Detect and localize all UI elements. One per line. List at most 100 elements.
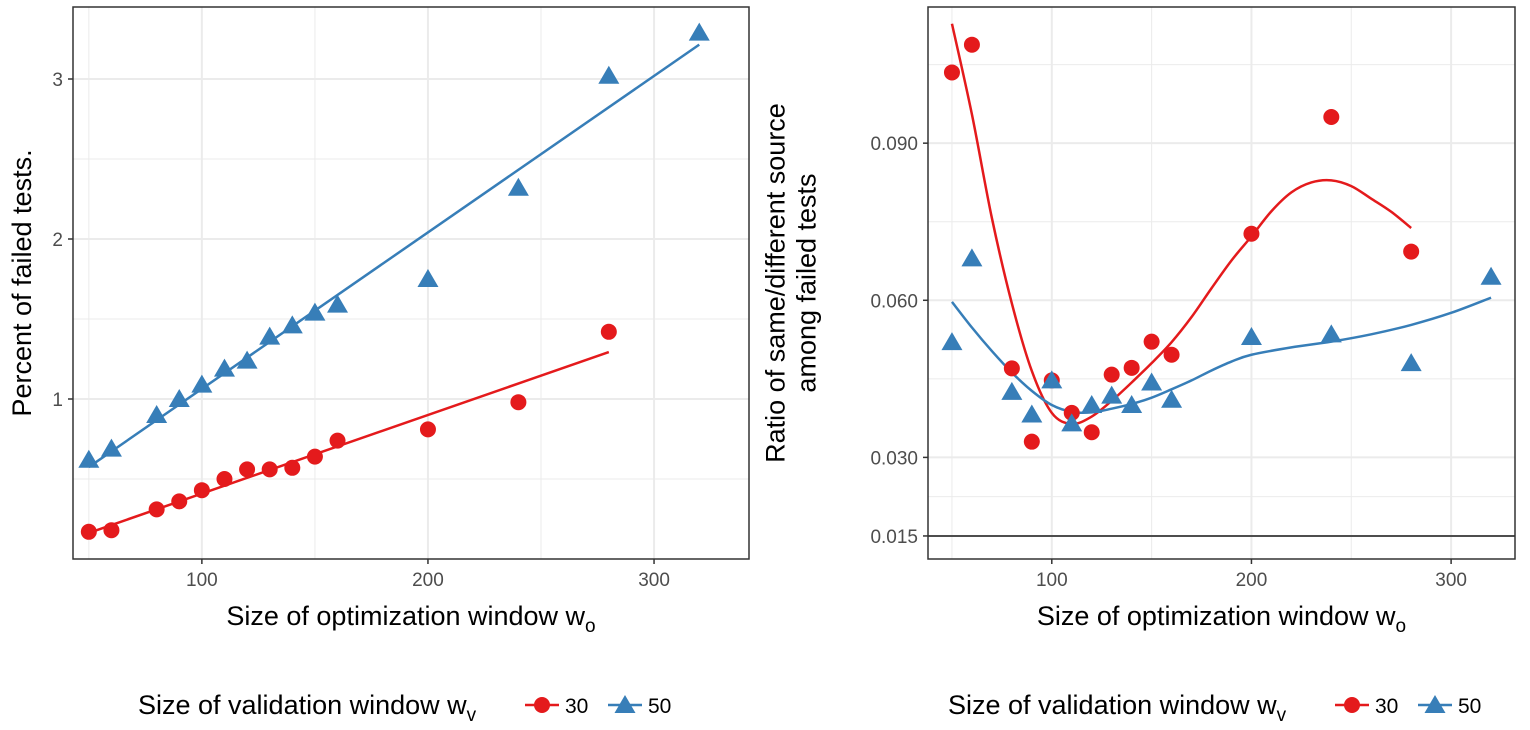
x-tick-label: 200 xyxy=(412,570,444,591)
data-point-series-30 xyxy=(510,394,527,411)
data-point-series-50 xyxy=(507,177,529,196)
y-tick-label: 0.030 xyxy=(870,448,918,469)
legend: Size of validation window wv 30 50 xyxy=(138,690,671,726)
data-point-series-50 xyxy=(1001,381,1023,400)
data-point-series-30 xyxy=(1123,359,1140,376)
data-point-series-50 xyxy=(1400,353,1422,372)
legend-label-30: 30 xyxy=(565,695,588,718)
y-axis-title: Percent of failed tests. xyxy=(7,149,37,416)
data-point-series-50 xyxy=(598,65,620,84)
x-axis-title-main: Size of optimization window w xyxy=(1037,601,1396,631)
legend-title: Size of validation window wv xyxy=(948,690,1287,726)
data-point-series-50 xyxy=(1141,372,1163,391)
data-point-series-50 xyxy=(1101,385,1123,404)
data-point-series-30 xyxy=(1243,225,1260,242)
legend-label-50: 50 xyxy=(648,695,671,718)
y-axis-title: Ratio of same/different source xyxy=(761,103,791,463)
chart-panel-2: 100 200 300 0.015 0.030 0.060 0.090 Size of opt… xyxy=(761,6,1516,726)
y-tick-label: 2 xyxy=(52,230,63,251)
x-axis-title-main: Size of optimization window w xyxy=(226,601,585,631)
data-point-series-50 xyxy=(78,449,100,468)
data-point-series-50 xyxy=(168,389,190,407)
data-point-series-30 xyxy=(963,36,980,53)
data-point-series-50 xyxy=(1061,413,1083,432)
data-point-series-30 xyxy=(1083,424,1100,441)
x-tick-label: 100 xyxy=(186,570,218,591)
y-tick-label: 0.060 xyxy=(870,291,918,312)
data-point-series-50 xyxy=(961,248,983,267)
data-point-series-30 xyxy=(329,432,346,449)
legend-title-subscript: v xyxy=(1277,705,1287,726)
data-point-series-50 xyxy=(327,294,349,313)
y-axis-title: among failed tests xyxy=(792,173,822,392)
data-point-series-30 xyxy=(1163,346,1180,363)
data-point-series-50 xyxy=(1480,266,1502,285)
legend-key-marker-30 xyxy=(1344,697,1360,713)
data-point-series-30 xyxy=(1143,333,1160,350)
data-point-series-50 xyxy=(213,358,235,377)
legend-title-subscript: v xyxy=(467,705,477,726)
data-point-series-30 xyxy=(171,493,188,510)
legend-title-main: Size of validation window w xyxy=(948,690,1277,720)
trend-line-series-50 xyxy=(88,43,700,469)
x-axis-title-subscript: o xyxy=(1396,616,1407,637)
data-point-series-30 xyxy=(80,523,97,540)
data-point-series-30 xyxy=(1063,404,1080,421)
legend-label-50: 50 xyxy=(1458,695,1481,718)
data-point-series-30 xyxy=(148,501,165,518)
data-point-series-30 xyxy=(103,522,120,539)
plot-frame xyxy=(72,6,750,560)
data-point-series-30 xyxy=(193,482,210,499)
trend-line-series-30 xyxy=(950,23,1412,426)
chart-panel-1: 100 200 300 1 2 3 Size of optimization window … xyxy=(7,6,750,726)
data-point-series-30 xyxy=(1023,433,1040,450)
trend-line-series-50 xyxy=(950,296,1492,415)
data-point-series-50 xyxy=(1161,389,1183,408)
data-point-series-50 xyxy=(941,332,963,351)
data-point-series-50 xyxy=(1041,370,1063,389)
y-tick-label: 1 xyxy=(52,390,63,411)
data-point-series-50 xyxy=(259,326,281,345)
data-point-series-30 xyxy=(1323,108,1340,125)
data-point-series-50 xyxy=(1240,326,1262,345)
data-point-series-30 xyxy=(216,471,233,487)
data-point-series-50 xyxy=(417,269,439,287)
data-point-series-50 xyxy=(1121,395,1143,414)
data-point-series-50 xyxy=(688,22,710,41)
x-tick-label: 300 xyxy=(1435,570,1467,591)
data-point-series-50 xyxy=(191,374,213,393)
legend-key-marker-30 xyxy=(534,697,550,713)
data-point-series-50 xyxy=(1320,324,1342,343)
data-point-series-30 xyxy=(943,64,960,81)
data-point-series-30 xyxy=(261,461,278,478)
data-point-series-50 xyxy=(236,350,258,369)
data-point-series-50 xyxy=(146,405,168,423)
data-point-series-30 xyxy=(284,459,301,476)
data-point-series-50 xyxy=(1081,395,1103,414)
data-point-series-50 xyxy=(100,438,122,457)
data-point-series-50 xyxy=(281,315,303,334)
x-tick-label: 200 xyxy=(1236,570,1268,591)
data-point-series-30 xyxy=(419,421,436,438)
x-axis-title: Size of optimization window wo xyxy=(1037,601,1406,637)
legend: Size of validation window wv 30 50 xyxy=(948,690,1481,726)
legend-title-main: Size of validation window w xyxy=(138,690,467,720)
x-tick-label: 300 xyxy=(638,570,670,591)
y-tick-label: 3 xyxy=(52,70,63,91)
trend-line-series-30 xyxy=(88,350,610,535)
data-point-series-30 xyxy=(306,448,323,465)
data-point-series-30 xyxy=(1403,243,1420,260)
data-point-series-30 xyxy=(600,323,617,340)
x-tick-label: 100 xyxy=(1036,570,1068,591)
data-point-series-30 xyxy=(1103,366,1120,383)
legend-key-marker-50 xyxy=(1424,695,1446,713)
legend-key-marker-50 xyxy=(614,695,636,713)
data-point-series-50 xyxy=(304,302,326,321)
data-point-series-30 xyxy=(239,461,256,478)
data-point-series-30 xyxy=(1003,360,1020,377)
x-axis-title-subscript: o xyxy=(585,616,596,637)
y-tick-label: 0.090 xyxy=(870,134,918,155)
legend-title: Size of validation window wv xyxy=(138,690,477,726)
x-axis-title: Size of optimization window wo xyxy=(226,601,595,637)
